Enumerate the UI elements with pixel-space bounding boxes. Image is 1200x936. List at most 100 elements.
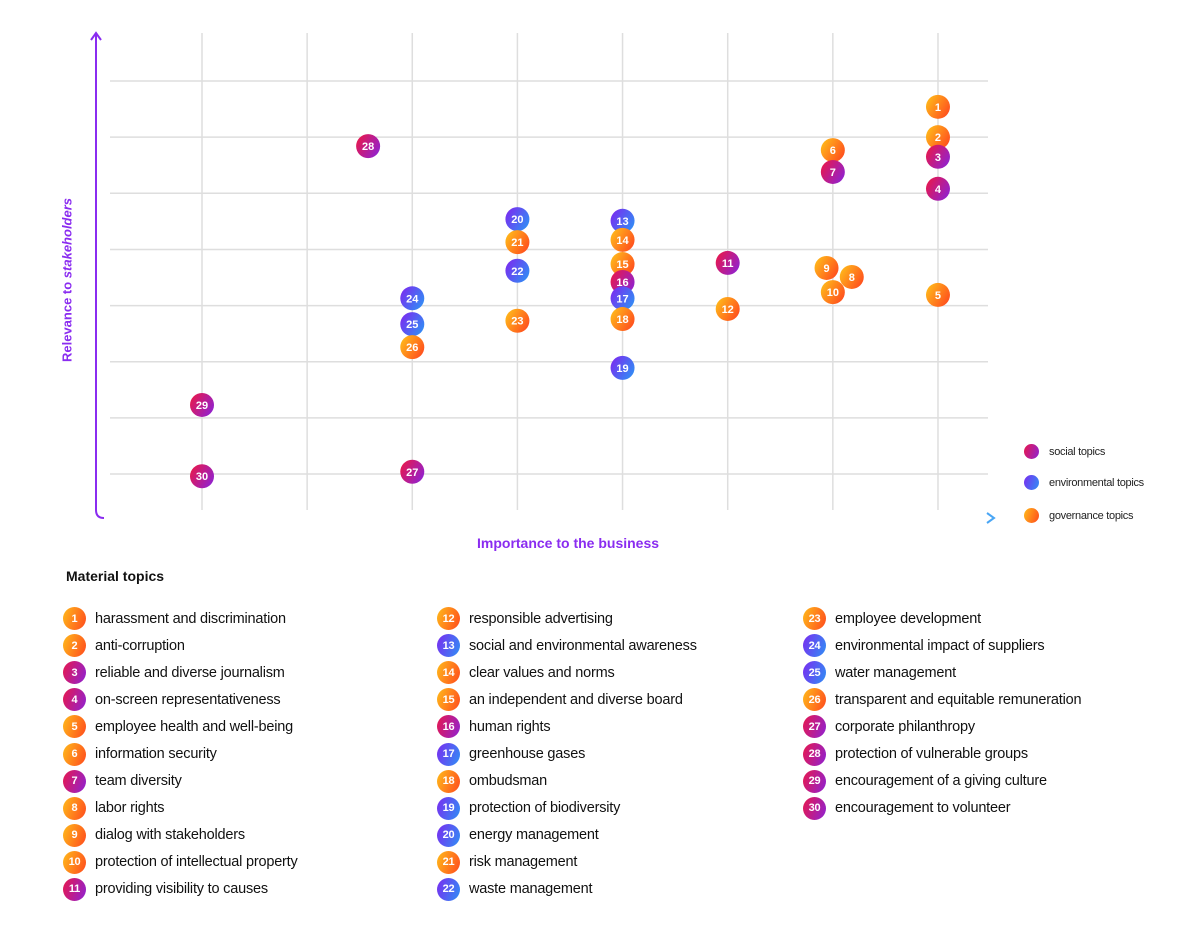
point-25: 25 — [400, 312, 425, 337]
point-7: 7 — [820, 159, 845, 184]
topic-item: 17 greenhouse gases — [437, 740, 697, 767]
point-marker — [610, 227, 635, 252]
topics-column: 12 responsible advertising 13 social and en… — [437, 605, 697, 903]
topic-item: 12 responsible advertising — [437, 605, 697, 632]
legend-label: environmental topics — [1049, 476, 1144, 489]
point-label: 8 — [849, 272, 855, 284]
point-2: 2 — [925, 125, 950, 150]
topic-number-badge: 26 — [803, 688, 826, 712]
point-19: 19 — [610, 355, 635, 380]
topic-label: labor rights — [95, 800, 165, 817]
topic-item: 1 harassment and discrimination — [63, 605, 298, 632]
legend-label: governance topics — [1049, 509, 1134, 522]
topic-number-badge: 14 — [437, 661, 460, 685]
topic-label: protection of intellectual property — [95, 854, 298, 871]
point-label: 28 — [362, 141, 374, 153]
point-marker — [505, 230, 530, 255]
y-axis — [95, 34, 105, 519]
topic-item: 22 waste management — [437, 876, 697, 903]
point-marker — [505, 258, 530, 283]
point-marker — [505, 308, 530, 333]
point-22: 22 — [505, 258, 530, 283]
point-marker — [820, 138, 845, 163]
topic-number-badge: 7 — [63, 769, 86, 793]
point-24: 24 — [400, 286, 425, 311]
point-5: 5 — [925, 282, 950, 307]
topic-label: information security — [95, 746, 217, 763]
point-9: 9 — [814, 255, 839, 280]
topic-number-badge: 20 — [437, 823, 460, 847]
point-marker — [356, 134, 381, 159]
point-marker — [610, 307, 635, 332]
point-label: 9 — [823, 263, 829, 275]
topic-label: transparent and equitable remuneration — [835, 691, 1082, 708]
legend-social: social topics — [1024, 444, 1105, 459]
topic-label: encouragement of a giving culture — [835, 773, 1047, 790]
x-axis-arrow — [986, 512, 996, 524]
point-label: 7 — [830, 167, 836, 179]
point-marker — [610, 355, 635, 380]
point-17: 17 — [610, 286, 635, 311]
topic-label: on-screen representativeness — [95, 691, 281, 708]
point-marker — [610, 286, 635, 311]
topic-item: 5 employee health and well-being — [63, 713, 298, 740]
topic-label: water management — [835, 664, 956, 681]
point-3: 3 — [925, 144, 950, 169]
topic-label: greenhouse gases — [469, 746, 586, 763]
point-marker — [925, 94, 950, 119]
topic-label: clear values and norms — [469, 664, 615, 681]
point-label: 1 — [935, 102, 941, 114]
topic-number-badge: 9 — [63, 823, 86, 847]
topic-number-badge: 13 — [437, 634, 460, 658]
topics-title: Material topics — [66, 568, 165, 584]
point-label: 6 — [830, 145, 836, 157]
y-axis-arrow — [90, 31, 102, 41]
topic-item: 30 encouragement to volunteer — [803, 795, 1081, 822]
point-marker — [814, 255, 839, 280]
point-label: 26 — [406, 342, 418, 354]
topic-label: risk management — [469, 854, 578, 871]
point-label: 16 — [616, 277, 628, 289]
point-marker — [820, 159, 845, 184]
point-label: 19 — [616, 363, 628, 375]
topic-label: employee development — [835, 610, 981, 627]
topic-label: energy management — [469, 827, 599, 844]
topics-column: 23 employee development 24 environmental im… — [803, 605, 1082, 822]
topic-number-badge: 11 — [63, 877, 86, 901]
topic-number-badge: 12 — [437, 607, 460, 631]
topic-item: 21 risk management — [437, 849, 697, 876]
topic-item: 20 energy management — [437, 822, 697, 849]
point-label: 29 — [196, 400, 208, 412]
point-label: 2 — [935, 132, 941, 144]
legend-label: social topics — [1049, 445, 1106, 458]
topic-number-badge: 15 — [437, 688, 460, 712]
topic-item: 7 team diversity — [63, 768, 298, 795]
topic-number-badge: 23 — [803, 607, 826, 631]
point-4: 4 — [925, 176, 950, 201]
point-6: 6 — [820, 138, 845, 163]
point-label: 4 — [935, 184, 942, 196]
topic-label: team diversity — [95, 773, 182, 790]
point-marker — [925, 282, 950, 307]
point-15: 15 — [610, 252, 635, 277]
point-marker — [190, 464, 214, 489]
legend-environmental: environmental topics — [1024, 475, 1144, 490]
topic-item: 19 protection of biodiversity — [437, 795, 697, 822]
y-axis-label: Relevance to stakeholders — [59, 197, 75, 363]
point-label: 25 — [406, 319, 418, 331]
point-label: 20 — [511, 214, 523, 226]
point-label: 5 — [935, 290, 941, 302]
point-marker — [505, 207, 530, 232]
point-marker — [610, 208, 635, 233]
point-marker — [610, 252, 635, 277]
materiality-matrix: 1234567891011121314151617181920212223242… — [90, 31, 996, 524]
point-14: 14 — [610, 227, 635, 252]
point-27: 27 — [400, 459, 425, 484]
topic-label: human rights — [469, 718, 551, 735]
topic-number-badge: 8 — [63, 796, 86, 820]
topic-item: 26 transparent and equitable remuneration — [803, 686, 1082, 713]
topic-label: environmental impact of suppliers — [835, 637, 1045, 654]
social-dot-icon — [1024, 444, 1039, 459]
topic-number-badge: 3 — [63, 661, 86, 685]
topic-number-badge: 1 — [63, 607, 86, 631]
